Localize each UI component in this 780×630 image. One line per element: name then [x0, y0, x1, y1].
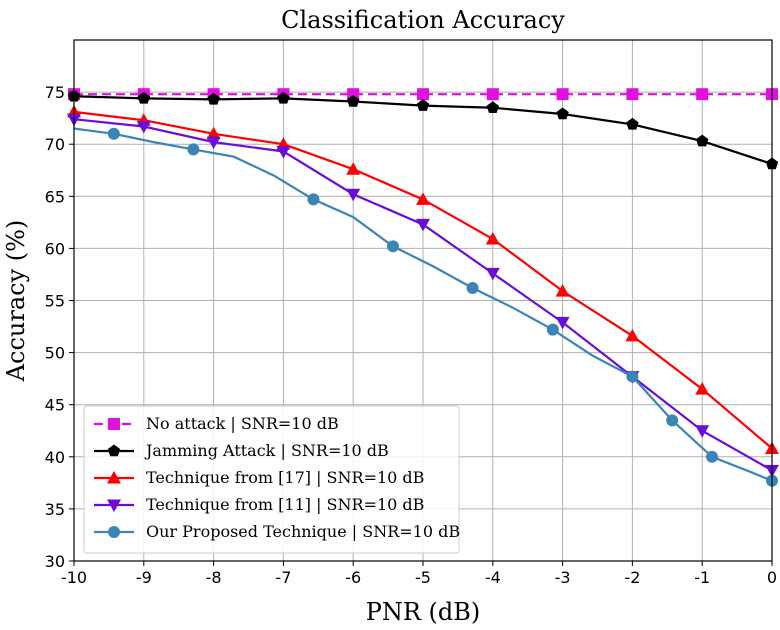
data-point: [705, 450, 718, 463]
data-point: [626, 88, 639, 101]
data-point: [206, 126, 221, 140]
y-tick-label: 70: [45, 135, 65, 154]
data-point: [417, 88, 429, 101]
data-point: [695, 425, 710, 438]
data-point: [546, 323, 559, 336]
y-tick-label: 65: [45, 187, 65, 206]
legend-marker: [108, 526, 120, 538]
y-axis-label: Accuracy (%): [2, 220, 30, 383]
data-point: [556, 88, 569, 101]
legend-marker: [107, 499, 121, 512]
x-tick-label: -5: [415, 568, 431, 587]
legend-label: Technique from [11] | SNR=10 dB: [146, 495, 424, 514]
legend-item: Technique from [11] | SNR=10 dB: [94, 495, 424, 514]
data-point: [416, 192, 430, 205]
y-tick-label: 30: [45, 552, 65, 571]
data-point: [386, 240, 399, 253]
legend-label: Our Proposed Technique | SNR=10 dB: [146, 522, 460, 541]
data-point: [485, 232, 500, 245]
x-tick-label: -3: [555, 568, 571, 587]
legend-label: Jamming Attack | SNR=10 dB: [144, 441, 389, 460]
data-point: [416, 218, 430, 232]
legend-item: Our Proposed Technique | SNR=10 dB: [94, 522, 460, 541]
data-point: [207, 92, 220, 105]
data-point: [277, 91, 290, 104]
y-tick-label: 40: [45, 448, 65, 467]
data-point: [555, 284, 570, 297]
data-point: [695, 382, 710, 395]
x-tick-label: -4: [485, 568, 501, 587]
y-tick-label: 50: [45, 344, 65, 363]
data-point: [486, 101, 499, 113]
x-tick-label: -8: [206, 568, 222, 587]
data-point: [187, 143, 200, 156]
data-point: [206, 136, 221, 150]
data-point: [107, 127, 120, 140]
data-point: [346, 162, 361, 175]
data-point: [556, 107, 569, 120]
legend-item: Technique from [17] | SNR=10 dB: [94, 468, 424, 487]
y-tick-label: 75: [45, 83, 65, 102]
data-point: [626, 370, 639, 383]
legend-item: Jamming Attack | SNR=10 dB: [94, 441, 389, 460]
series-5: [73, 127, 778, 487]
x-tick-label: -2: [624, 568, 640, 587]
chart-title: Classification Accuracy: [281, 6, 565, 34]
legend-marker: [108, 418, 120, 430]
data-point: [307, 193, 320, 206]
x-tick-label: -7: [275, 568, 291, 587]
data-point: [625, 328, 640, 342]
x-tick-label: -1: [694, 568, 710, 587]
legend-box: [83, 405, 460, 554]
data-point: [416, 99, 430, 111]
y-tick-label: 55: [45, 292, 65, 311]
legend-label: Technique from [17] | SNR=10 dB: [146, 468, 424, 487]
legend-marker: [107, 471, 121, 484]
data-point: [346, 188, 361, 202]
axis-ticks: -10 -9 -8 -7 -6 -5 -4 -3 -2 -1 0303540455055606570…: [45, 83, 777, 587]
data-point: [276, 145, 291, 159]
data-point: [555, 316, 570, 330]
y-tick-label: 35: [45, 500, 65, 519]
legend-item: No attack | SNR=10 dB: [94, 414, 339, 433]
data-point: [486, 88, 499, 101]
x-axis-label: PNR (dB): [366, 598, 481, 626]
data-point: [626, 117, 639, 130]
legend-marker: [107, 444, 121, 457]
data-point: [137, 91, 150, 104]
x-tick-label: 0: [767, 568, 777, 587]
legend-label: No attack | SNR=10 dB: [146, 414, 339, 433]
data-point: [136, 120, 151, 134]
y-tick-label: 60: [45, 239, 65, 258]
x-tick-label: -6: [345, 568, 361, 587]
x-tick-label: -10: [61, 568, 87, 587]
y-tick-label: 45: [45, 396, 65, 415]
legend: No attack | SNR=10 dB Jamming Attack | SN…: [83, 405, 460, 554]
data-point: [696, 88, 709, 101]
data-point: [666, 414, 679, 427]
data-point: [696, 134, 709, 147]
data-point: [466, 281, 479, 294]
x-tick-label: -9: [136, 568, 152, 587]
data-point: [485, 267, 500, 281]
plot-series: [67, 88, 779, 487]
data-point: [347, 94, 360, 107]
